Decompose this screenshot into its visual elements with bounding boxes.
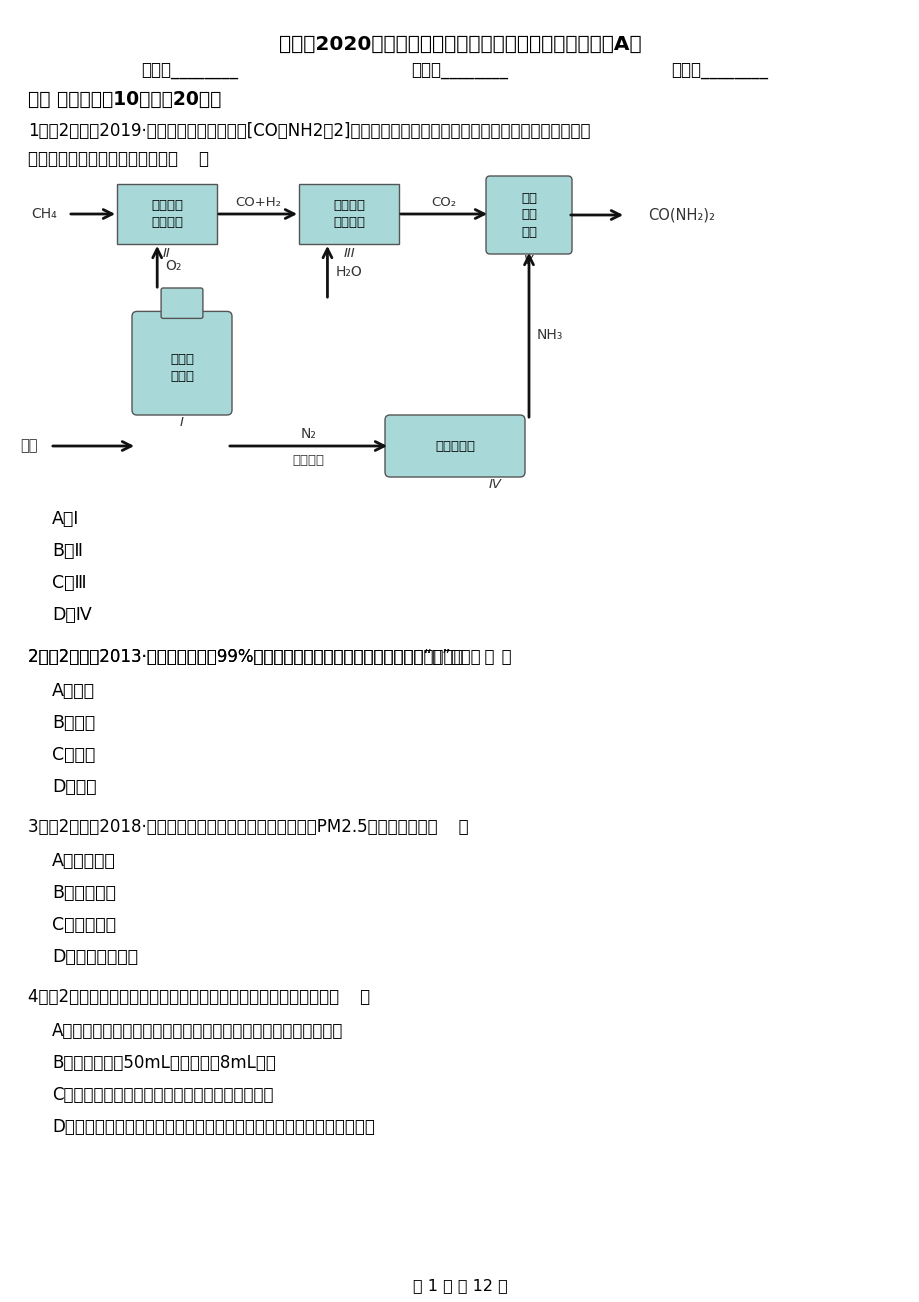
Text: 2．（2分）（2013·海南）成人体内99%的钙存在于骨骼和牙齿中，这里描述的钙是指（    ）: 2．（2分）（2013·海南）成人体内99%的钙存在于骨骼和牙齿中，这里描述的钙… <box>28 648 494 667</box>
Text: N₂: N₂ <box>301 427 316 441</box>
Text: 姓名：________: 姓名：________ <box>142 62 238 79</box>
Text: C．施工扬尘: C．施工扬尘 <box>52 917 116 934</box>
Text: B．Ⅱ: B．Ⅱ <box>52 542 83 560</box>
FancyBboxPatch shape <box>117 184 217 243</box>
Text: 空气分
离设备: 空气分 离设备 <box>170 353 194 383</box>
Text: CO+H₂: CO+H₂ <box>234 195 280 208</box>
Text: 第 1 页 共 12 页: 第 1 页 共 12 页 <box>413 1279 506 1293</box>
Text: C．元素: C．元素 <box>52 746 96 764</box>
Text: D．汽车尾气排放: D．汽车尾气排放 <box>52 948 138 966</box>
FancyBboxPatch shape <box>161 288 203 319</box>
Text: NH₃: NH₃ <box>537 328 562 342</box>
Text: 2．（2分）（2013·海南）成人体内99%的钙存在于骨骼和牙齿中，这里描述的“钙”是指（    ）: 2．（2分）（2013·海南）成人体内99%的钙存在于骨骼和牙齿中，这里描述的“… <box>28 648 511 667</box>
Text: 合成氨设备: 合成氨设备 <box>435 440 474 453</box>
Text: 拉萨市2020年（春秋版）九年级上学期化学期中考试试卷A卷: 拉萨市2020年（春秋版）九年级上学期化学期中考试试卷A卷 <box>278 35 641 53</box>
Text: C．实验结束后，剩余的药品都必须放回原试剂瓶: C．实验结束后，剩余的药品都必须放回原试剂瓶 <box>52 1086 273 1104</box>
FancyBboxPatch shape <box>299 184 399 243</box>
FancyBboxPatch shape <box>384 415 525 477</box>
Text: A．离子: A．离子 <box>52 682 95 700</box>
Text: CO(NH₂)₂: CO(NH₂)₂ <box>647 207 714 223</box>
Text: 纯氧自然
转化设备: 纯氧自然 转化设备 <box>151 199 183 229</box>
Text: D．分子: D．分子 <box>52 779 96 796</box>
Text: C．Ⅲ: C．Ⅲ <box>52 574 86 592</box>
Text: O₂: O₂ <box>165 259 181 273</box>
Text: A．煤炭燃烧: A．煤炭燃烧 <box>52 852 116 870</box>
Text: 一定条件: 一定条件 <box>292 453 324 466</box>
Text: 3．（2分）（2018·大连模拟）下列情况中，不会使大气中PM2.5含量增加的是（    ）: 3．（2分）（2018·大连模拟）下列情况中，不会使大气中PM2.5含量增加的是… <box>28 818 468 836</box>
Text: B．选用量程为50mL的量筒量取8mL液体: B．选用量程为50mL的量筒量取8mL液体 <box>52 1055 276 1072</box>
Text: A．Ⅰ: A．Ⅰ <box>52 510 79 529</box>
FancyBboxPatch shape <box>485 176 572 254</box>
Text: 电解转化
分离设备: 电解转化 分离设备 <box>333 199 365 229</box>
Text: II: II <box>163 247 171 260</box>
Text: CH₄: CH₄ <box>31 207 57 221</box>
Text: I: I <box>180 417 184 428</box>
Text: 成绩：________: 成绩：________ <box>671 62 767 79</box>
Text: V: V <box>524 254 533 267</box>
Text: CO₂: CO₂ <box>431 195 456 208</box>
Text: III: III <box>343 247 355 260</box>
Text: A．取少量液体试剂时，滴管伸入试剂瓶内液体中，挤压胶头吸液: A．取少量液体试剂时，滴管伸入试剂瓶内液体中，挤压胶头吸液 <box>52 1022 343 1040</box>
Text: 其中没有发生化学变化的流程是（    ）: 其中没有发生化学变化的流程是（ ） <box>28 150 209 168</box>
Text: 尿素
加工
设备: 尿素 加工 设备 <box>520 191 537 238</box>
Text: B．原子: B．原子 <box>52 713 95 732</box>
Text: 一、 单选题（共10题；共20分）: 一、 单选题（共10题；共20分） <box>28 90 221 109</box>
Text: D．Ⅳ: D．Ⅳ <box>52 605 92 624</box>
Text: B．水利发电: B．水利发电 <box>52 884 116 902</box>
Text: 空气: 空气 <box>20 439 38 453</box>
Text: H₂O: H₂O <box>335 264 362 279</box>
Text: IV: IV <box>488 478 501 491</box>
Text: 班级：________: 班级：________ <box>411 62 508 79</box>
FancyBboxPatch shape <box>131 311 232 415</box>
Text: D．洗净后的试管，放置晾干的正确方法是管口向下，并倒扣在试管架上: D．洗净后的试管，放置晾干的正确方法是管口向下，并倒扣在试管架上 <box>52 1118 374 1137</box>
Text: 4．（2分）规范的操作是实验成功的前提，下列实验操作正确的是（    ）: 4．（2分）规范的操作是实验成功的前提，下列实验操作正确的是（ ） <box>28 988 369 1006</box>
Text: 1．（2分）（2019·伊金霍洛旗模拟）尿素[CO（NH2）2]是一种常用化肥。如图是利用天然气制尿素的流程图，: 1．（2分）（2019·伊金霍洛旗模拟）尿素[CO（NH2）2]是一种常用化肥。… <box>28 122 590 141</box>
